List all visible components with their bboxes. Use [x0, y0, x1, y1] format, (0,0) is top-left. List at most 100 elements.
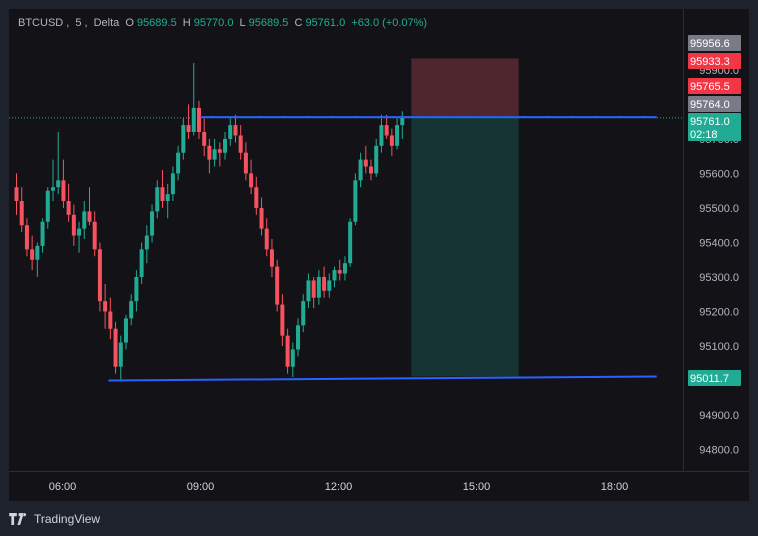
price-tick-label: 95100.0 [699, 341, 739, 353]
candle-body[interactable] [290, 349, 295, 367]
trendline-support[interactable] [108, 375, 657, 382]
candle-body[interactable] [40, 221, 45, 246]
close-key: C [294, 17, 303, 29]
candle-body[interactable] [228, 125, 233, 139]
candle-body[interactable] [275, 266, 280, 305]
candle-body[interactable] [264, 228, 269, 250]
candle-body[interactable] [358, 159, 363, 181]
candle-body[interactable] [87, 211, 92, 222]
symbol-name[interactable]: BTCUSD [18, 17, 64, 29]
legend-header: BTCUSD, 5, Delta O 95689.5 H 95770.0 L 9568… [18, 17, 430, 29]
candle-body[interactable] [181, 125, 186, 153]
candle-body[interactable] [207, 145, 212, 160]
candle-body[interactable] [269, 249, 274, 267]
candle-body[interactable] [196, 107, 201, 133]
candle-body[interactable] [223, 138, 228, 153]
candle-body[interactable] [160, 187, 165, 202]
price-label-box[interactable] [688, 53, 741, 69]
sep: , [66, 17, 70, 29]
candle-body[interactable] [400, 117, 405, 126]
candle-body[interactable] [311, 280, 316, 298]
candle-body[interactable] [35, 245, 40, 260]
candle-body[interactable] [66, 201, 71, 215]
candle-body[interactable] [139, 249, 144, 277]
candle-body[interactable] [170, 173, 175, 195]
candle-body[interactable] [254, 187, 259, 208]
take-profit-zone[interactable] [411, 116, 519, 377]
candle-body[interactable] [123, 318, 128, 343]
candle-body[interactable] [374, 145, 379, 174]
candle-body[interactable] [280, 304, 285, 336]
candle-body[interactable] [108, 311, 113, 329]
price-label-box[interactable] [688, 113, 741, 141]
candle-body[interactable] [384, 125, 389, 136]
candle-body[interactable] [14, 187, 19, 202]
high-value: 95770.0 [193, 17, 234, 29]
candle-body[interactable] [19, 201, 24, 226]
low-value: 95689.5 [248, 17, 289, 29]
candle-body[interactable] [395, 125, 400, 146]
candle-body[interactable] [249, 173, 254, 188]
candle-body[interactable] [45, 190, 50, 222]
price-label-box[interactable] [688, 96, 741, 112]
candle-body[interactable] [217, 149, 222, 153]
candle-body[interactable] [342, 263, 347, 274]
candle-body[interactable] [337, 270, 342, 274]
candle-body[interactable] [363, 159, 368, 167]
candle-body[interactable] [296, 325, 301, 350]
candle-body[interactable] [61, 180, 66, 202]
candle-body[interactable] [134, 276, 139, 302]
change-value: +63.0 (+0.07%) [351, 17, 428, 29]
price-label-box[interactable] [688, 370, 741, 386]
candle-body[interactable] [389, 135, 394, 146]
candle-body[interactable] [348, 221, 353, 264]
stop-loss-zone[interactable] [411, 58, 519, 117]
candle-body[interactable] [77, 228, 82, 236]
chart-pane[interactable] [9, 9, 749, 501]
candle-body[interactable] [316, 276, 321, 298]
brand-name[interactable]: TradingView [34, 512, 101, 526]
candle-body[interactable] [212, 149, 217, 160]
price-label-box[interactable] [688, 78, 741, 94]
price-label-text: 95765.5 [690, 81, 730, 93]
candle-body[interactable] [301, 301, 306, 326]
candle-body[interactable] [144, 235, 149, 250]
candle-body[interactable] [243, 152, 248, 174]
interval-label[interactable]: 5 [75, 17, 82, 29]
candle-body[interactable] [50, 187, 55, 191]
candle-body[interactable] [82, 211, 87, 229]
candle-body[interactable] [118, 342, 123, 367]
candle-body[interactable] [238, 135, 243, 153]
candle-body[interactable] [113, 328, 118, 367]
candle-body[interactable] [327, 280, 332, 291]
price-label-box[interactable] [688, 35, 741, 51]
candle-body[interactable] [155, 187, 160, 212]
candle-body[interactable] [233, 125, 238, 136]
candle-body[interactable] [332, 270, 337, 281]
candle-body[interactable] [285, 335, 290, 367]
candle-body[interactable] [322, 276, 327, 291]
candle-body[interactable] [129, 301, 134, 319]
candle-body[interactable] [103, 301, 108, 312]
candle-body[interactable] [56, 180, 61, 188]
tradingview-logo-icon[interactable] [9, 513, 29, 525]
candle-body[interactable] [191, 107, 196, 133]
candle-body[interactable] [202, 132, 207, 146]
candle-body[interactable] [259, 207, 264, 229]
countdown-text: 02:18 [690, 129, 718, 141]
candle-body[interactable] [150, 211, 155, 236]
candle-body[interactable] [176, 152, 181, 174]
candle-body[interactable] [97, 249, 102, 302]
candle-body[interactable] [165, 194, 170, 202]
candle-body[interactable] [369, 166, 374, 174]
candle-body[interactable] [24, 225, 29, 250]
price-label-text: 95761.0 [690, 116, 730, 128]
candlestick-chart[interactable]: 94800.094900.095000.095100.095200.095300… [9, 9, 749, 501]
candle-body[interactable] [92, 221, 97, 250]
candle-body[interactable] [379, 125, 384, 146]
candle-body[interactable] [71, 214, 76, 236]
candle-body[interactable] [353, 180, 358, 222]
candle-body[interactable] [306, 280, 311, 302]
candle-body[interactable] [186, 125, 191, 133]
candle-body[interactable] [30, 249, 35, 260]
